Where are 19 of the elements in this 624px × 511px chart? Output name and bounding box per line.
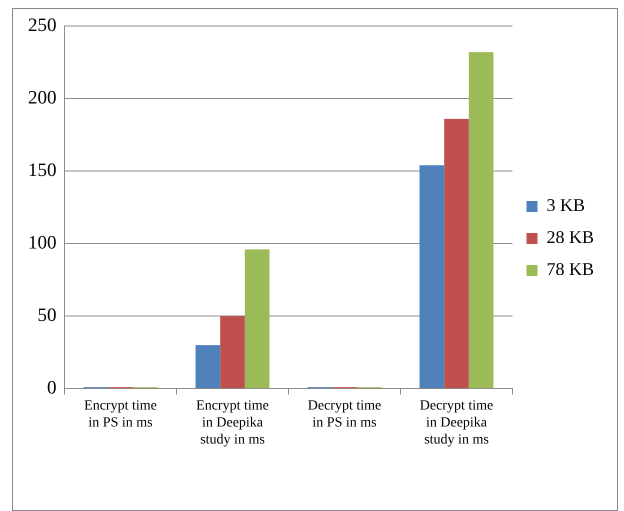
y-tick-label: 100: [28, 232, 56, 254]
bar: [420, 165, 444, 388]
y-tick-label: 250: [28, 14, 56, 36]
y-tick-label: 0: [47, 378, 56, 399]
x-tick-label: Decrypt time in PS in ms: [308, 398, 382, 430]
legend-label: 3 KB: [546, 195, 586, 216]
legend-label: 28 KB: [546, 227, 594, 248]
y-tick-label: 150: [28, 160, 56, 182]
x-tick-label: Decrypt time in Deepika study in ms: [420, 398, 494, 448]
bar: [244, 249, 270, 388]
x-tick-label: Encrypt time in Deepika study in ms: [196, 398, 269, 448]
bar: [468, 52, 494, 388]
y-tick-label: 50: [38, 305, 56, 326]
bar: [220, 316, 245, 388]
y-tick-label: 200: [28, 88, 56, 109]
bar: [444, 118, 469, 388]
x-tick-label: Encrypt time in PS in ms: [84, 398, 157, 430]
legend-label: 78 KB: [546, 259, 594, 280]
bar: [196, 345, 220, 388]
